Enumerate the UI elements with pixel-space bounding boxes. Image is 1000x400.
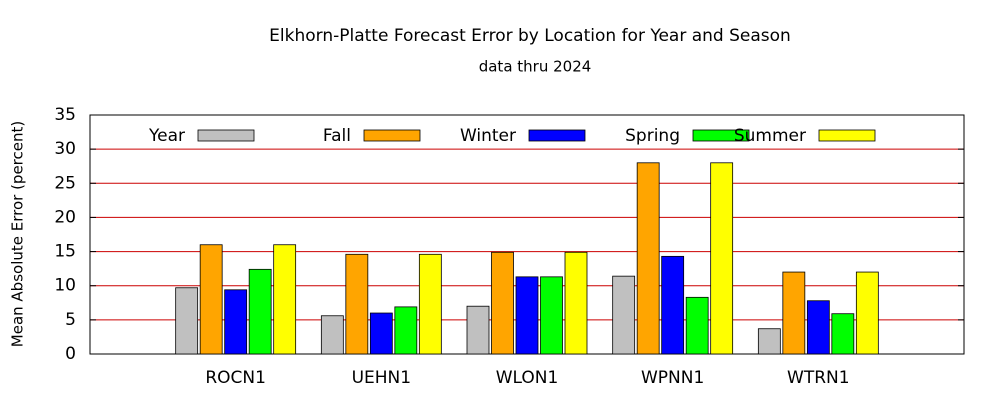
chart-subtitle: data thru 2024 (479, 58, 592, 76)
bar (273, 244, 297, 355)
x-tick-label: WPNN1 (641, 368, 704, 388)
bar (515, 276, 539, 355)
bar (806, 300, 830, 355)
bar (855, 271, 879, 355)
bar (199, 244, 223, 355)
legend-swatch (818, 129, 876, 142)
legend-swatch (528, 129, 586, 142)
legend-swatch (197, 129, 255, 142)
bar (540, 276, 563, 355)
legend-label: Fall (323, 126, 351, 146)
bar (418, 253, 442, 355)
bar (466, 305, 490, 355)
legend-swatch (363, 129, 421, 142)
bar (757, 328, 781, 355)
y-tick-label: 0 (65, 344, 76, 364)
bar (175, 287, 199, 355)
bar (369, 312, 393, 355)
bar (661, 255, 685, 355)
x-tick-label: WLON1 (496, 368, 559, 388)
x-tick-label: UEHN1 (352, 368, 412, 388)
y-tick-label: 30 (54, 139, 76, 159)
bar (491, 251, 514, 355)
y-tick-label: 10 (54, 276, 76, 296)
bar (612, 275, 636, 355)
bar (685, 296, 709, 355)
legend-label: Winter (460, 126, 516, 146)
bar (782, 271, 806, 355)
bar (345, 253, 369, 355)
legend-label: Year (148, 126, 185, 146)
bar (224, 289, 248, 355)
x-tick-label: ROCN1 (205, 368, 266, 388)
bar (320, 315, 344, 355)
bar (248, 268, 272, 355)
y-tick-label: 25 (54, 173, 76, 193)
bar (636, 162, 660, 355)
bar (710, 162, 734, 355)
bar (564, 251, 588, 355)
legend-label: Spring (625, 126, 680, 146)
bar (831, 313, 855, 355)
y-tick-label: 35 (54, 105, 76, 125)
x-tick-label: WTRN1 (787, 368, 850, 388)
chart-title: Elkhorn-Platte Forecast Error by Locatio… (269, 26, 791, 46)
y-tick-label: 20 (54, 207, 76, 227)
bar (394, 306, 418, 355)
y-tick-label: 5 (65, 310, 76, 330)
legend-swatch (692, 129, 750, 142)
y-axis-label: Mean Absolute Error (percent) (9, 121, 27, 347)
y-tick-label: 15 (54, 242, 76, 262)
legend-label: Summer (734, 126, 806, 146)
